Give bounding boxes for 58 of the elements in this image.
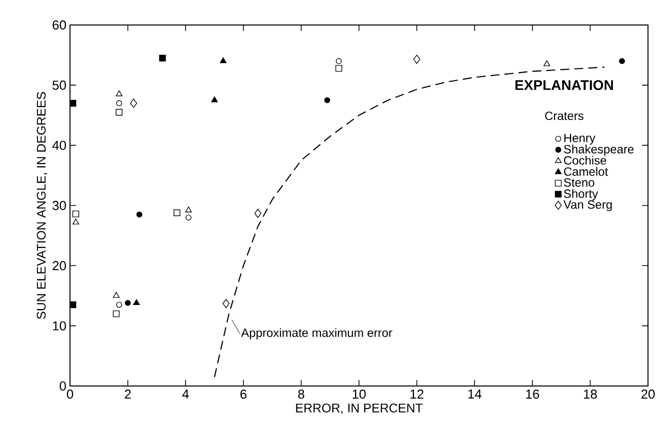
point [159, 54, 166, 62]
point [116, 100, 122, 106]
y-tick-label: 0 [60, 381, 66, 391]
x-axis-title: ERROR, IN PERCENT [296, 404, 423, 414]
point [124, 300, 131, 306]
legend-label: Steno [564, 178, 594, 187]
point [211, 96, 218, 102]
point [70, 100, 76, 107]
legend-label: Van Serg [563, 200, 612, 212]
point [220, 57, 226, 64]
legend-label: Cochise [564, 156, 606, 165]
legend-title: Craters [545, 112, 584, 120]
point [174, 209, 180, 216]
legend-label: Henry [564, 134, 596, 145]
point [413, 54, 420, 64]
y-tick-label: 20 [52, 261, 66, 270]
y-tick-label: 60 [52, 20, 66, 30]
point [222, 299, 230, 308]
point [72, 210, 80, 218]
annotation: Approximate maximum error [241, 328, 392, 340]
annotation: EXPLANATION [515, 80, 613, 90]
x-tick-label: 6 [240, 390, 246, 399]
point [116, 302, 122, 308]
x-tick-label: 4 [182, 390, 189, 398]
y-tick-label: 50 [52, 80, 66, 90]
point [112, 310, 120, 318]
point [186, 214, 192, 220]
x-tick-label: 16 [526, 390, 540, 399]
point [116, 90, 122, 96]
point [335, 64, 342, 72]
point [116, 108, 122, 116]
x-tick-label: 20 [641, 390, 655, 399]
point [254, 208, 262, 218]
y-tick-label: 10 [53, 321, 66, 330]
point [136, 212, 142, 218]
point [544, 60, 550, 66]
y-tick-label: 30 [52, 200, 66, 210]
point [130, 98, 138, 108]
point [185, 206, 192, 212]
x-tick-label: 10 [352, 390, 366, 399]
x-tick-label: 18 [584, 390, 597, 399]
legend-label: Shorty [564, 189, 598, 200]
point [112, 292, 120, 298]
point [72, 218, 80, 224]
x-tick-label: 14 [468, 390, 482, 398]
point [619, 58, 625, 64]
point [324, 97, 330, 104]
legend-label: Camelot [564, 167, 608, 176]
legend-label: Shakespeare [564, 144, 634, 156]
point [336, 58, 342, 64]
point [70, 301, 76, 308]
x-tick-label: 12 [410, 390, 424, 399]
point [133, 299, 140, 306]
x-tick-label: 2 [124, 390, 131, 399]
y-axis-title: SUN ELEVATION ANGLE, IN DEGREES [36, 92, 48, 319]
x-tick-label: 0 [66, 390, 74, 399]
x-tick-label: 8 [298, 390, 304, 399]
y-tick-label: 40 [52, 140, 66, 150]
